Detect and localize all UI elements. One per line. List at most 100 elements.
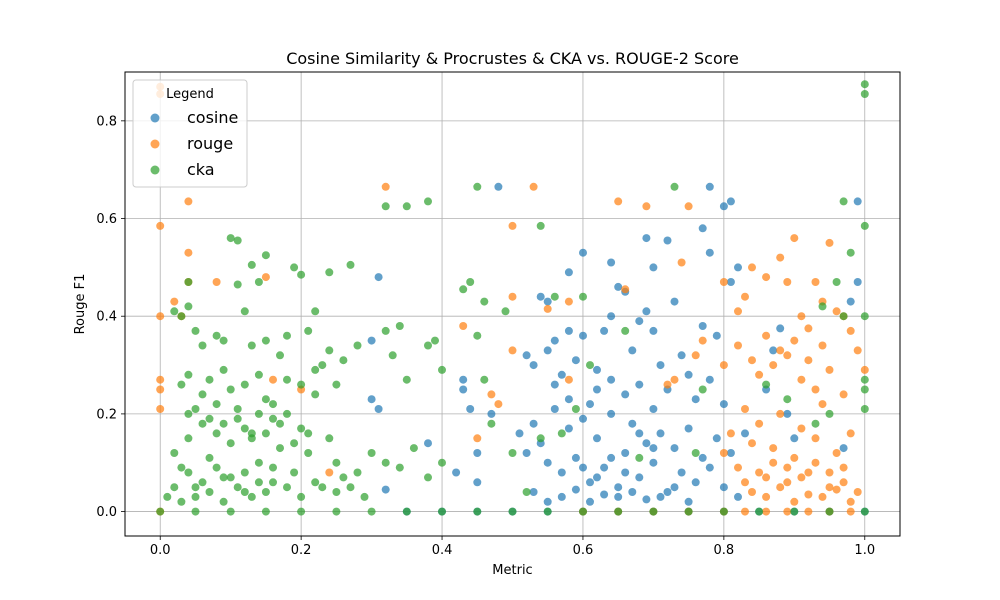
cka-point [240, 488, 249, 496]
cka-point [304, 326, 313, 335]
rouge-point [508, 292, 517, 301]
cka-point [332, 488, 341, 496]
cka-point [276, 351, 284, 360]
cosine-point [579, 463, 587, 472]
cosine-point [550, 405, 559, 413]
cka-point [269, 478, 277, 487]
cosine-point [473, 449, 482, 457]
rouge-point [762, 273, 771, 282]
rouge-point [783, 278, 792, 286]
cka-point [240, 468, 249, 477]
cosine-point [698, 322, 707, 330]
cka-point [480, 297, 489, 306]
cka-point [332, 458, 341, 467]
cka-point [219, 419, 228, 428]
cosine-point [487, 409, 496, 418]
cosine-point [529, 488, 538, 496]
cka-point [353, 341, 362, 350]
cka-point [226, 507, 235, 516]
cka-point [395, 322, 404, 330]
series-cosine [367, 182, 869, 516]
series-cka [156, 80, 869, 516]
y-axis-title: Rouge F1 [73, 274, 88, 335]
cka-point [254, 370, 263, 379]
cosine-point [656, 492, 665, 501]
rouge-point [755, 419, 764, 428]
cka-point [177, 380, 186, 389]
cosine-point [571, 356, 580, 365]
cosine-point [543, 497, 552, 506]
chart-title: Cosine Similarity & Procrustes & CKA vs.… [286, 49, 739, 68]
cka-point [261, 429, 270, 438]
cosine-point [571, 453, 580, 462]
rouge-point [846, 326, 855, 335]
cka-point [536, 221, 545, 230]
cka-point [240, 307, 249, 316]
cka-point [226, 385, 235, 394]
cka-point [325, 434, 334, 443]
cka-point [409, 444, 418, 453]
cka-point [339, 473, 348, 482]
cka-point [438, 507, 446, 516]
cosine-point [691, 395, 700, 404]
cosine-point [642, 307, 651, 316]
rouge-point [156, 375, 165, 384]
rouge-point [755, 370, 764, 379]
rouge-point [825, 365, 834, 374]
legend: Legend cosine rouge cka [132, 79, 248, 188]
rouge-point [776, 483, 785, 492]
cosine-point [635, 317, 644, 326]
rouge-point [818, 492, 827, 501]
rouge-point [811, 278, 820, 286]
rouge-point [769, 361, 778, 370]
cka-point [156, 507, 165, 516]
cosine-point [579, 331, 587, 340]
cka-point [177, 463, 186, 472]
rouge-point [762, 507, 771, 516]
cka-point [177, 497, 186, 506]
cosine-point [691, 478, 700, 487]
cka-point [247, 260, 256, 269]
cosine-point [684, 497, 693, 506]
rouge-point [811, 385, 820, 394]
rouge-point [783, 478, 792, 487]
cka-point [579, 292, 587, 301]
rouge-point [156, 385, 165, 394]
legend-label-cka: cka [187, 160, 215, 179]
rouge-point [325, 468, 334, 477]
cosine-point [853, 278, 862, 286]
cosine-point [635, 380, 644, 389]
cka-point [219, 473, 228, 482]
cka-point [860, 312, 869, 321]
cka-point [684, 507, 693, 516]
rouge-point [825, 483, 834, 492]
cka-point [832, 278, 841, 286]
cka-point [353, 468, 362, 477]
cka-point [508, 449, 517, 457]
cosine-point [607, 409, 616, 418]
rouge-point [853, 346, 862, 355]
cka-point [860, 90, 869, 98]
cosine-point [614, 282, 623, 291]
cosine-point [621, 468, 630, 477]
cosine-point [586, 400, 594, 409]
cosine-point [579, 414, 587, 423]
cka-point [219, 497, 228, 506]
cka-point [860, 385, 869, 394]
rouge-point [719, 278, 728, 286]
cka-point [339, 356, 348, 365]
rouge-point [529, 182, 538, 191]
cosine-point [593, 434, 601, 443]
cka-point [170, 449, 179, 457]
rouge-point [776, 409, 785, 418]
cosine-point [663, 236, 672, 245]
cosine-point [600, 463, 609, 472]
cka-point [247, 341, 256, 350]
cka-point [381, 326, 390, 335]
rouge-point [508, 346, 517, 355]
cka-point [698, 385, 707, 394]
cka-point [261, 251, 270, 260]
cka-point [205, 488, 214, 496]
rouge-point [783, 507, 792, 516]
cosine-point [705, 375, 714, 384]
